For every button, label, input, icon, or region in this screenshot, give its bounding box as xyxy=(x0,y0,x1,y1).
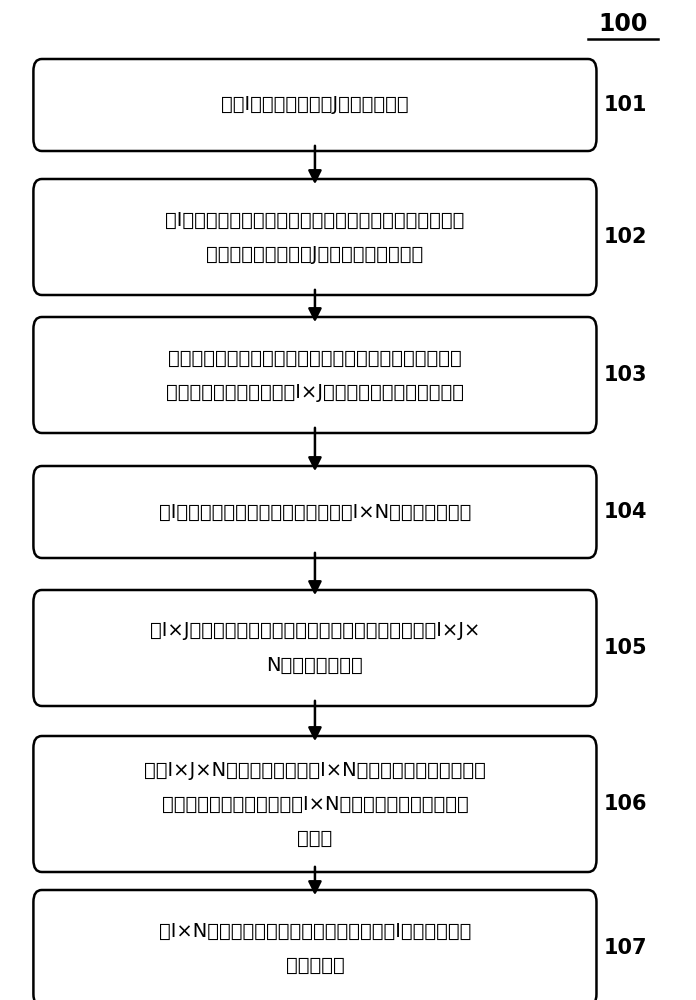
Text: 100: 100 xyxy=(599,12,647,36)
Text: 101: 101 xyxy=(604,95,647,115)
Text: 对I×J个延迟补偿后的扬声器信号进行子带分析，得到I×J×: 对I×J个延迟补偿后的扬声器信号进行子带分析，得到I×J× xyxy=(150,621,480,641)
Text: 带信号: 带信号 xyxy=(297,828,333,848)
Text: 对I×N个第三子带信号进行子带综合，得到I个消除回波后: 对I×N个第三子带信号进行子带综合，得到I个消除回波后 xyxy=(159,922,471,940)
FancyBboxPatch shape xyxy=(33,590,596,706)
Text: 对I个麦克风信号进行子带分析，得到I×N个第一子带信号: 对I个麦克风信号进行子带分析，得到I×N个第一子带信号 xyxy=(159,502,471,522)
FancyBboxPatch shape xyxy=(33,466,596,558)
Text: 104: 104 xyxy=(604,502,647,522)
Text: 102: 102 xyxy=(604,227,647,247)
FancyBboxPatch shape xyxy=(33,179,596,295)
FancyBboxPatch shape xyxy=(33,890,596,1000)
Text: 当I个麦克风信号仅包括回声信号时，获取每一个麦克风接: 当I个麦克风信号仅包括回声信号时，获取每一个麦克风接 xyxy=(165,211,465,230)
FancyBboxPatch shape xyxy=(33,736,596,872)
Text: 获取I个麦克风信号和J个扬声器信号: 获取I个麦克风信号和J个扬声器信号 xyxy=(221,96,409,114)
FancyBboxPatch shape xyxy=(33,317,596,433)
Text: 信号中的回声信号，得到I×J个延迟补偿后的扬声器信号: 信号中的回声信号，得到I×J个延迟补偿后的扬声器信号 xyxy=(166,382,464,401)
Text: 带内进行声回波消除，得到I×N个声回波消除后的第三子: 带内进行声回波消除，得到I×N个声回波消除后的第三子 xyxy=(161,794,468,814)
Text: 采用I×J×N个第二子带信号对I×N个第一子带信号在每个子: 采用I×J×N个第二子带信号对I×N个第一子带信号在每个子 xyxy=(144,760,486,780)
Text: 的声音信号: 的声音信号 xyxy=(285,956,345,974)
Text: 105: 105 xyxy=(604,638,648,658)
Text: 根据时延对每一个扬声器信号进行延迟补偿以对齐麦克风: 根据时延对每一个扬声器信号进行延迟补偿以对齐麦克风 xyxy=(168,349,462,367)
FancyBboxPatch shape xyxy=(33,59,596,151)
Text: 106: 106 xyxy=(604,794,647,814)
Text: 收的回声信号分别与J个扬声器信号的时延: 收的回声信号分别与J个扬声器信号的时延 xyxy=(206,244,424,263)
Text: 103: 103 xyxy=(604,365,647,385)
Text: N个第二子带信号: N个第二子带信号 xyxy=(267,656,363,675)
Text: 107: 107 xyxy=(604,938,647,958)
